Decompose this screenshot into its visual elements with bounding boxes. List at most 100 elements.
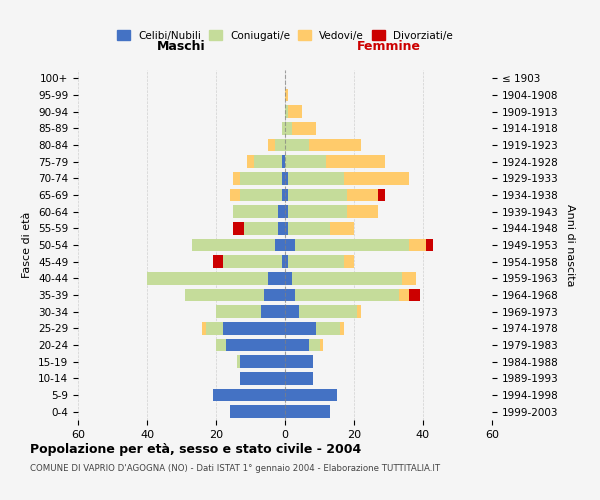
- Bar: [147, 272, 285, 284]
- Bar: [285, 306, 361, 318]
- Bar: [285, 138, 361, 151]
- Bar: [212, 389, 285, 401]
- Bar: [285, 106, 302, 118]
- Bar: [285, 406, 330, 418]
- Text: Maschi: Maschi: [157, 40, 206, 52]
- Bar: [275, 138, 285, 151]
- Bar: [226, 339, 285, 351]
- Bar: [216, 306, 285, 318]
- Bar: [237, 356, 285, 368]
- Bar: [285, 106, 302, 118]
- Bar: [285, 188, 385, 201]
- Bar: [285, 122, 316, 134]
- Bar: [212, 389, 285, 401]
- Bar: [268, 138, 285, 151]
- Bar: [223, 256, 285, 268]
- Bar: [281, 256, 285, 268]
- Bar: [285, 322, 316, 334]
- Bar: [216, 306, 285, 318]
- Bar: [285, 356, 313, 368]
- Text: COMUNE DI VAPRIO D'AGOGNA (NO) - Dati ISTAT 1° gennaio 2004 - Elaborazione TUTTI: COMUNE DI VAPRIO D'AGOGNA (NO) - Dati IS…: [30, 464, 440, 473]
- Bar: [192, 239, 285, 251]
- Bar: [285, 406, 330, 418]
- Bar: [240, 372, 285, 384]
- Bar: [240, 372, 285, 384]
- Bar: [285, 356, 313, 368]
- Bar: [230, 406, 285, 418]
- Bar: [212, 389, 285, 401]
- Bar: [192, 239, 285, 251]
- Bar: [247, 156, 285, 168]
- Bar: [285, 339, 323, 351]
- Bar: [285, 389, 337, 401]
- Bar: [147, 272, 285, 284]
- Bar: [285, 289, 409, 301]
- Bar: [285, 138, 361, 151]
- Bar: [230, 406, 285, 418]
- Bar: [230, 188, 285, 201]
- Bar: [240, 372, 285, 384]
- Bar: [285, 256, 354, 268]
- Bar: [233, 206, 285, 218]
- Legend: Celibi/Nubili, Coniugati/e, Vedovi/e, Divorziati/e: Celibi/Nubili, Coniugati/e, Vedovi/e, Di…: [113, 26, 457, 45]
- Bar: [147, 272, 285, 284]
- Bar: [285, 89, 289, 101]
- Bar: [244, 222, 285, 234]
- Bar: [285, 172, 344, 184]
- Bar: [285, 389, 337, 401]
- Bar: [285, 339, 309, 351]
- Bar: [281, 122, 285, 134]
- Bar: [285, 222, 330, 234]
- Bar: [285, 206, 378, 218]
- Bar: [285, 188, 347, 201]
- Bar: [285, 206, 289, 218]
- Bar: [268, 138, 285, 151]
- Bar: [281, 122, 285, 134]
- Bar: [285, 389, 337, 401]
- Bar: [285, 206, 347, 218]
- Bar: [285, 289, 295, 301]
- Bar: [285, 306, 361, 318]
- Bar: [285, 239, 427, 251]
- Bar: [212, 256, 285, 268]
- Bar: [285, 256, 354, 268]
- Bar: [254, 156, 285, 168]
- Bar: [216, 306, 285, 318]
- Bar: [285, 138, 309, 151]
- Bar: [223, 256, 285, 268]
- Bar: [285, 256, 344, 268]
- Bar: [285, 322, 344, 334]
- Bar: [285, 339, 323, 351]
- Bar: [285, 289, 419, 301]
- Bar: [281, 172, 285, 184]
- Bar: [285, 289, 399, 301]
- Bar: [285, 239, 433, 251]
- Bar: [244, 222, 285, 234]
- Y-axis label: Anni di nascita: Anni di nascita: [565, 204, 575, 286]
- Bar: [216, 339, 285, 351]
- Bar: [285, 222, 354, 234]
- Bar: [202, 322, 285, 334]
- Bar: [285, 272, 416, 284]
- Bar: [281, 188, 285, 201]
- Bar: [230, 406, 285, 418]
- Bar: [285, 306, 358, 318]
- Text: Popolazione per età, sesso e stato civile - 2004: Popolazione per età, sesso e stato civil…: [30, 442, 361, 456]
- Bar: [285, 156, 385, 168]
- Bar: [285, 272, 416, 284]
- Bar: [261, 306, 285, 318]
- Bar: [285, 206, 378, 218]
- Bar: [285, 156, 385, 168]
- Bar: [223, 322, 285, 334]
- Bar: [185, 289, 285, 301]
- Bar: [233, 172, 285, 184]
- Bar: [268, 272, 285, 284]
- Bar: [216, 339, 285, 351]
- Bar: [202, 322, 285, 334]
- Bar: [230, 188, 285, 201]
- Bar: [185, 289, 285, 301]
- Bar: [285, 106, 289, 118]
- Bar: [285, 372, 313, 384]
- Bar: [285, 156, 326, 168]
- Bar: [240, 172, 285, 184]
